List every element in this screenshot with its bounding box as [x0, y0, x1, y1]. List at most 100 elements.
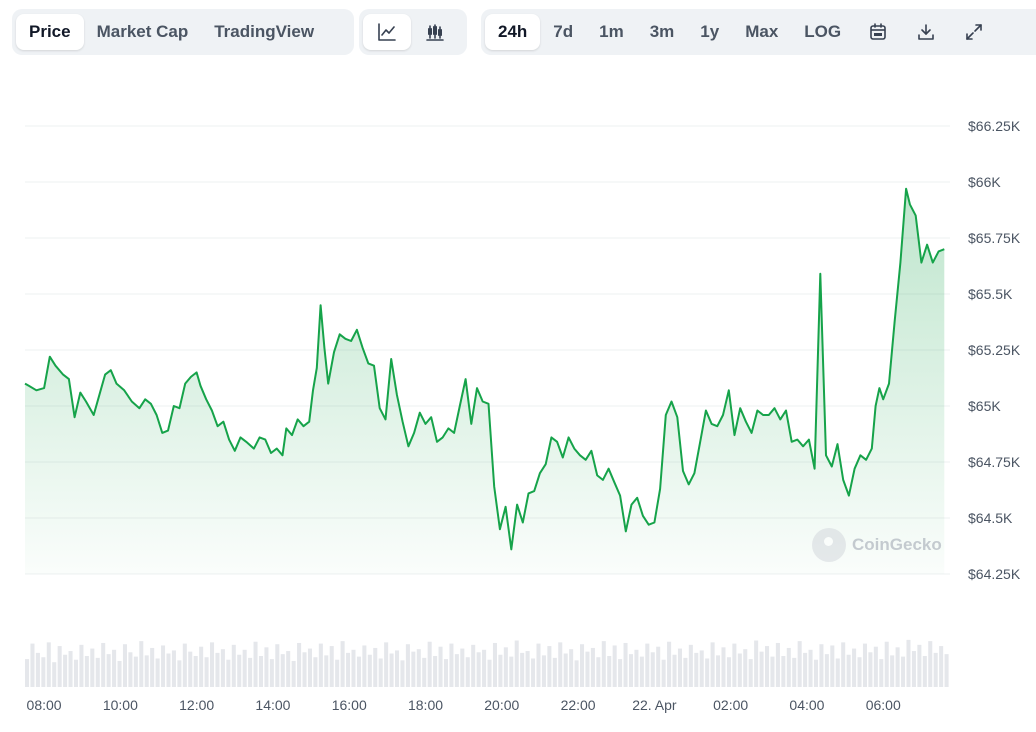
volume-bar — [373, 647, 378, 687]
range-max-button[interactable]: Max — [745, 22, 779, 41]
volume-bar — [171, 650, 176, 687]
volume-bar — [824, 654, 829, 687]
range-3m-button[interactable]: 3m — [649, 22, 675, 41]
volume-bar — [792, 657, 797, 687]
volume-bar — [182, 643, 187, 687]
volume-bar — [585, 651, 590, 687]
volume-bar — [68, 651, 73, 687]
volume-bar — [405, 644, 410, 687]
tab-market-cap[interactable]: Market Cap — [96, 22, 189, 41]
log-scale-button[interactable]: LOG — [804, 22, 842, 41]
volume-bar — [30, 643, 35, 687]
calendar-icon — [868, 22, 888, 42]
volume-bar — [852, 648, 857, 687]
volume-bar — [482, 649, 487, 687]
x-tick-label: 12:00 — [179, 697, 214, 713]
volume-bar — [476, 652, 481, 687]
volume-bar — [688, 644, 693, 687]
volume-bar — [765, 646, 770, 687]
volume-bar — [803, 652, 808, 687]
download-button[interactable] — [902, 14, 950, 50]
x-tick-label: 22:00 — [561, 697, 596, 713]
volume-bar — [35, 652, 40, 687]
x-tick-label: 10:00 — [103, 697, 138, 713]
volume-bar — [541, 655, 546, 687]
x-tick-label: 18:00 — [408, 697, 443, 713]
volume-bar — [895, 647, 900, 687]
volume-bar — [231, 644, 236, 687]
volume-bar — [492, 642, 497, 687]
volume-bar — [846, 654, 851, 687]
expand-button[interactable] — [950, 14, 998, 50]
volume-bar — [590, 647, 595, 687]
volume-bar — [139, 641, 144, 687]
y-tick-label: $64.25K — [968, 566, 1021, 582]
volume-bar — [531, 658, 536, 687]
volume-bar — [465, 657, 470, 687]
volume-bar — [906, 639, 911, 687]
calendar-button[interactable] — [854, 14, 902, 50]
candlestick-button[interactable] — [411, 14, 459, 50]
line-chart-button[interactable] — [363, 14, 411, 50]
volume-bar — [378, 658, 383, 687]
range-7d-button[interactable]: 7d — [553, 22, 574, 41]
chart-style-group — [359, 9, 467, 55]
volume-bar — [237, 654, 242, 687]
volume-bar — [242, 649, 247, 687]
volume-bar — [117, 660, 122, 687]
volume-bar — [318, 643, 323, 687]
volume-bar — [835, 658, 840, 687]
tab-price[interactable]: Price — [16, 14, 84, 50]
range-1y-button[interactable]: 1y — [700, 22, 720, 41]
volume-bar — [460, 648, 465, 687]
volume-bar — [155, 658, 160, 687]
volume-bar — [498, 654, 503, 687]
volume-bar — [215, 652, 220, 687]
range-1m-button[interactable]: 1m — [599, 22, 624, 41]
volume-bar — [650, 652, 655, 687]
x-tick-label: 22. Apr — [632, 697, 677, 713]
volume-bar — [732, 643, 737, 687]
x-tick-label: 20:00 — [484, 697, 519, 713]
volume-bar — [884, 641, 889, 687]
volume-bar — [395, 650, 400, 687]
volume-bar — [683, 657, 688, 687]
volume-bar — [705, 658, 710, 687]
x-tick-label: 06:00 — [866, 697, 901, 713]
x-tick-label: 16:00 — [332, 697, 367, 713]
volume-bar — [628, 654, 634, 687]
volume-bar — [933, 652, 938, 687]
range-24h-button[interactable]: 24h — [485, 14, 541, 50]
volume-bar — [449, 643, 454, 687]
volume-bar — [645, 643, 650, 687]
volume-bar — [699, 650, 704, 687]
volume-bar — [253, 641, 258, 687]
volume-bar — [204, 657, 209, 687]
volume-bar — [743, 649, 748, 687]
volume-bar — [177, 660, 182, 687]
volume-bar — [503, 647, 508, 687]
volume-bar — [808, 649, 813, 687]
coingecko-watermark: CoinGecko — [812, 528, 942, 562]
volume-bar — [280, 654, 285, 687]
volume-bar — [133, 656, 138, 687]
volume-bar — [101, 642, 106, 687]
volume-bar — [694, 652, 699, 687]
volume-bar — [879, 659, 884, 687]
volume-bar — [672, 654, 677, 687]
volume-bar — [471, 644, 476, 687]
view-tab-group: Price Market Cap TradingView — [12, 9, 354, 55]
tab-tradingview[interactable]: TradingView — [214, 22, 315, 41]
volume-bar — [901, 656, 906, 687]
volume-bar — [536, 643, 541, 687]
expand-icon — [964, 22, 984, 42]
volume-bar — [286, 651, 291, 687]
volume-bar — [726, 657, 731, 687]
volume-bar — [389, 653, 394, 687]
volume-bar — [922, 656, 927, 687]
volume-bar — [297, 642, 302, 687]
volume-bar — [520, 652, 525, 687]
volume-bar — [917, 644, 922, 687]
watermark-text: CoinGecko — [852, 535, 942, 554]
